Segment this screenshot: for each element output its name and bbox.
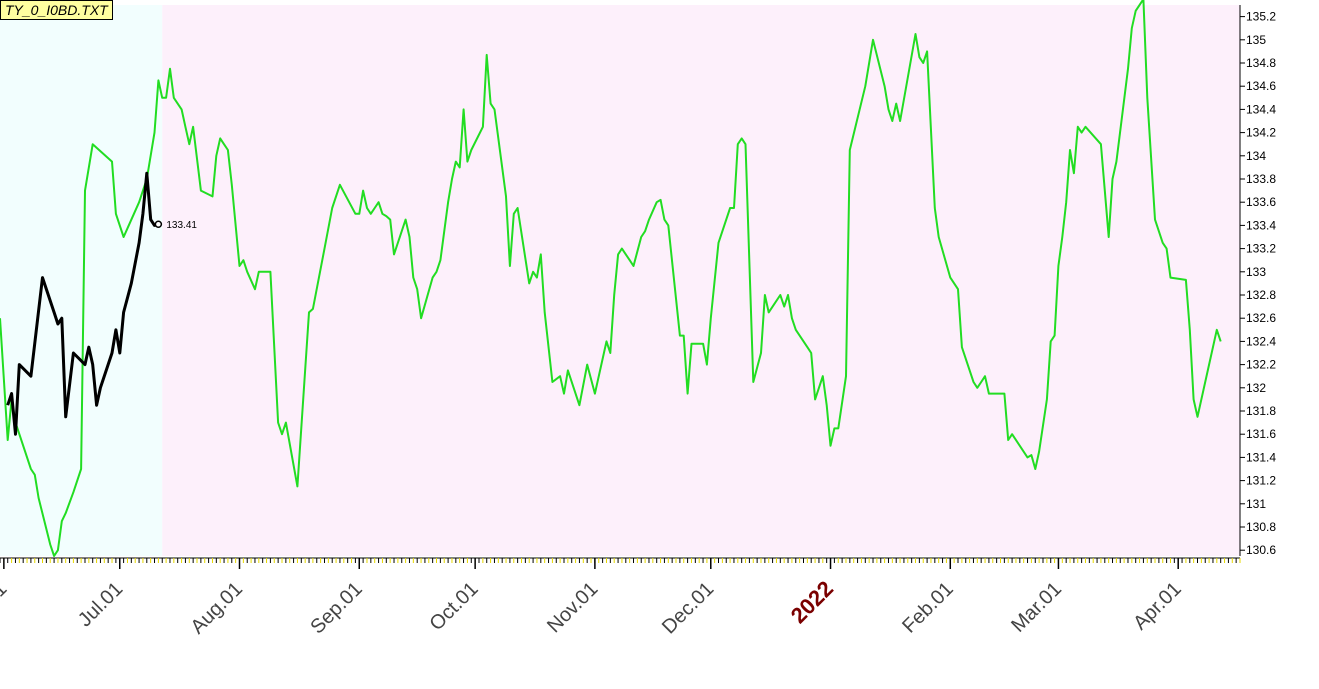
y-tick-label: 131.2 <box>1246 474 1276 488</box>
y-tick-label: 132.2 <box>1246 358 1276 372</box>
y-tick-label: 132 <box>1246 381 1266 395</box>
x-axis-minor-ticks <box>0 558 1241 563</box>
y-tick-label: 133.4 <box>1246 218 1276 232</box>
x-year-label: 2022 <box>786 576 838 628</box>
y-tick-label: 134.2 <box>1246 126 1276 140</box>
x-tick-label: Aug.01 <box>187 578 247 638</box>
x-tick-label: Feb.01 <box>898 578 958 638</box>
y-tick-label: 134.4 <box>1246 102 1276 116</box>
x-tick-label: Jul.01 <box>74 578 127 631</box>
last-value-label: 133.41 <box>166 220 197 231</box>
y-tick-label: 132.8 <box>1246 288 1276 302</box>
y-tick-label: 135 <box>1246 33 1266 47</box>
x-tick-label: Apr.01 <box>1129 578 1185 634</box>
projection-background <box>162 5 1240 556</box>
x-axis: .01 Jul.01 Aug.01 Sep.01 Oct.01 Nov.01 Dec.01 2… <box>0 558 1186 638</box>
y-tick-label: 135.2 <box>1246 10 1276 24</box>
y-tick-label: 131.6 <box>1246 427 1276 441</box>
last-value-marker <box>154 220 163 228</box>
y-tick-label: 134.6 <box>1246 79 1276 93</box>
y-tick-label: 133.2 <box>1246 242 1276 256</box>
x-tick-label: Dec.01 <box>658 578 718 638</box>
y-tick-label: 130.8 <box>1246 520 1276 534</box>
current-price-line <box>6 171 159 436</box>
y-tick-label: 132.4 <box>1246 334 1276 348</box>
y-tick-label: 130.6 <box>1246 543 1276 557</box>
y-tick-label: 134 <box>1246 149 1266 163</box>
x-tick-label: Oct.01 <box>425 578 482 635</box>
y-tick-label: 131.8 <box>1246 404 1276 418</box>
y-tick-label: 133.8 <box>1246 172 1276 186</box>
x-tick-label: Nov.01 <box>543 578 602 637</box>
y-tick-label: 131.4 <box>1246 450 1276 464</box>
x-tick-label: .01 <box>0 578 11 613</box>
x-tick-label: Mar.01 <box>1007 578 1066 637</box>
x-tick-label: Sep.01 <box>306 578 366 638</box>
y-axis: 130.6 130.8 131 131.2 131.4 131.6 131.8 132 132.… <box>1240 10 1276 557</box>
series-layer <box>0 0 1222 557</box>
chart-title[interactable]: TY_0_I0BD.TXT <box>0 0 113 20</box>
y-tick-label: 131 <box>1246 497 1266 511</box>
y-tick-label: 132.6 <box>1246 311 1276 325</box>
seasonal-pattern-line <box>0 0 1222 557</box>
y-tick-label: 134.8 <box>1246 56 1276 70</box>
y-tick-label: 133 <box>1246 265 1266 279</box>
y-tick-label: 133.6 <box>1246 195 1276 209</box>
history-background <box>0 5 163 556</box>
